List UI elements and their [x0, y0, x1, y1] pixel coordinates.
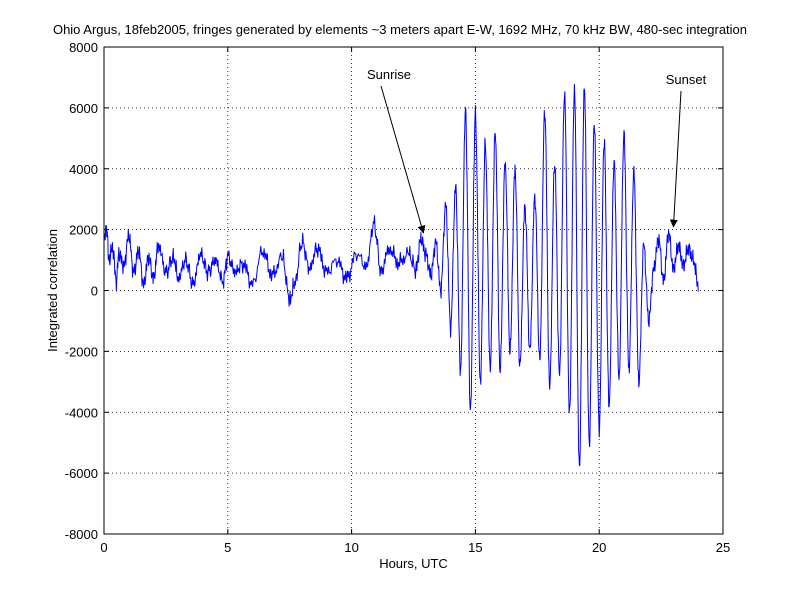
- x-tick-label: 10: [344, 540, 358, 555]
- series-layer: [103, 84, 699, 467]
- y-tick-label: 8000: [69, 40, 98, 55]
- ticks: 0 5 10 15 20 25 -8000 -6000 -4000 -2000 0 2000 4000 6…: [65, 40, 730, 555]
- x-tick-label: 0: [100, 540, 107, 555]
- plot-area: [104, 47, 723, 534]
- y-tick-label: -8000: [65, 527, 98, 542]
- x-tick-label: 15: [468, 540, 482, 555]
- annotation-label: Sunrise: [367, 67, 411, 82]
- x-tick-label: 20: [592, 540, 606, 555]
- y-tick-label: 6000: [69, 101, 98, 116]
- annotation-label: Sunset: [666, 72, 707, 87]
- x-axis-label: Hours, UTC: [379, 556, 448, 571]
- y-tick-label: 2000: [69, 223, 98, 238]
- annotation-arrow: [380, 85, 426, 234]
- y-tick-label: -2000: [65, 344, 98, 359]
- annotation-arrow: [669, 90, 682, 228]
- y-tick-label: -4000: [65, 405, 98, 420]
- x-tick-label: 5: [224, 540, 231, 555]
- series-line: [103, 84, 699, 467]
- x-tick-label: 25: [716, 540, 730, 555]
- chart-title: Ohio Argus, 18feb2005, fringes generated…: [53, 22, 747, 37]
- y-tick-label: 4000: [69, 162, 98, 177]
- y-axis-label: Integrated correlation: [45, 229, 60, 352]
- y-tick-label: -6000: [65, 466, 98, 481]
- annotations: Sunrise Sunset: [367, 67, 707, 234]
- y-tick-label: 0: [91, 284, 98, 299]
